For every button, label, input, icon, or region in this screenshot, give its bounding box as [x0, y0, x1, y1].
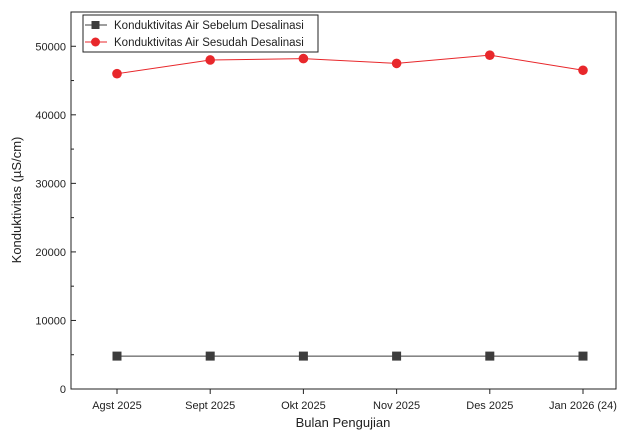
y-tick-label: 0	[60, 384, 66, 396]
legend: Konduktivitas Air Sebelum Desalinasi Kon…	[82, 14, 319, 53]
y-tick-label: 10000	[35, 315, 66, 327]
series-line-1	[116, 54, 584, 75]
data-point-square	[578, 351, 588, 361]
x-tick-label: Jan 2026 (24)	[549, 400, 617, 412]
data-point-square	[298, 351, 308, 361]
x-tick-label: Sept 2025	[185, 400, 235, 412]
plot-frame	[70, 11, 617, 390]
data-point-circle	[391, 58, 402, 69]
data-point-circle	[298, 53, 309, 64]
data-point-square	[112, 351, 122, 361]
x-tick-label: Nov 2025	[373, 400, 420, 412]
x-axis: Agst 2025 Sept 2025 Okt 2025 Nov 2025 Des 20…	[92, 389, 617, 412]
data-point-square	[392, 351, 402, 361]
x-axis-title: Bulan Pengujian	[296, 415, 391, 430]
y-tick-label: 50000	[35, 41, 66, 53]
y-tick-label: 30000	[35, 178, 66, 190]
legend-label-before: Konduktivitas Air Sebelum Desalinasi	[114, 20, 304, 32]
legend-marker-circle	[91, 37, 100, 47]
x-tick-label: Agst 2025	[92, 400, 142, 412]
legend-box	[82, 14, 319, 53]
legend-label-after: Konduktivitas Air Sesudah Desalinasi	[114, 37, 304, 49]
y-axis: 0 10000 20000 30000 40000 50000	[35, 41, 76, 396]
data-point-circle	[485, 50, 495, 60]
data-point-circle	[205, 55, 215, 65]
data-point-circle	[578, 65, 588, 76]
data-point-circle	[112, 68, 122, 79]
series-layer	[112, 50, 588, 361]
data-point-square	[205, 351, 215, 361]
x-tick-label: Des 2025	[466, 400, 513, 412]
y-tick-label: 40000	[35, 110, 66, 122]
legend-marker-square	[91, 21, 100, 29]
data-point-square	[485, 351, 495, 361]
y-tick-label: 20000	[35, 247, 66, 259]
y-axis-title: Konduktivitas (µS/cm)	[9, 137, 24, 264]
x-tick-label: Okt 2025	[281, 400, 326, 412]
